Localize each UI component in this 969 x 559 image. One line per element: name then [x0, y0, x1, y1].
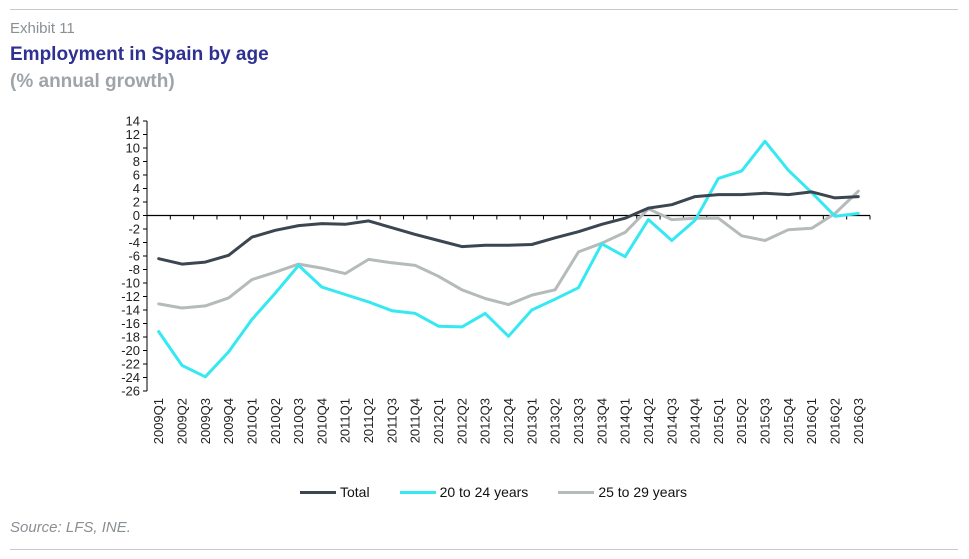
y-tick-label: -16	[121, 316, 140, 331]
legend-label-25-29: 25 to 29 years	[598, 484, 688, 500]
x-tick-label: 2011Q1	[338, 398, 353, 443]
y-tick-label: -14	[121, 303, 140, 318]
x-tick-label: 2012Q1	[431, 398, 446, 444]
x-tick-label: 2013Q1	[524, 398, 539, 444]
x-tick-label: 2010Q2	[268, 398, 283, 444]
x-tick-label: 2016Q2	[828, 398, 843, 444]
legend: Total 20 to 24 years 25 to 29 years	[300, 484, 717, 500]
x-tick-label: 2010Q1	[244, 398, 259, 444]
legend-item-total: Total	[300, 484, 370, 500]
x-tick-label: 2012Q4	[501, 398, 516, 444]
x-tick-label: 2011Q3	[384, 398, 399, 443]
y-tick-label: 6	[133, 168, 140, 183]
x-tick-label: 2013Q2	[548, 398, 563, 444]
y-tick-label: -2	[128, 222, 140, 237]
y-tick-label: 0	[133, 208, 140, 223]
source-note: Source: LFS, INE.	[10, 519, 131, 536]
legend-swatch-25-29	[558, 490, 595, 494]
x-tick-label: 2014Q2	[641, 398, 656, 444]
y-tick-label: -6	[128, 249, 140, 264]
x-tick-label: 2010Q4	[314, 398, 329, 444]
y-tick-label: 2	[133, 195, 140, 210]
x-tick-label: 2012Q2	[454, 398, 469, 444]
y-tick-label: -18	[121, 330, 140, 345]
y-tick-label: -22	[121, 357, 140, 372]
x-tick-label: 2016Q3	[851, 398, 866, 444]
x-tick-label: 2011Q4	[408, 398, 423, 443]
line-chart: 14121086420-2-4-6-8-10-12-14-16-18-20-22…	[121, 114, 871, 444]
x-tick-label: 2013Q3	[571, 398, 586, 444]
x-tick-label: 2016Q1	[804, 398, 819, 444]
x-tick-label: 2014Q4	[688, 398, 703, 444]
y-tick-label: 10	[126, 141, 140, 156]
x-tick-label: 2009Q1	[151, 398, 166, 444]
y-tick-label: 14	[126, 114, 140, 129]
x-tick-label: 2015Q1	[711, 398, 726, 444]
x-tick-label: 2014Q3	[664, 398, 679, 444]
legend-label-total: Total	[340, 484, 370, 500]
x-tick-label: 2015Q3	[758, 398, 773, 444]
chart-title: Employment in Spain by age	[10, 44, 269, 65]
legend-swatch-total	[300, 490, 336, 494]
x-tick-label: 2009Q4	[221, 398, 236, 444]
y-tick-label: -4	[128, 235, 140, 250]
y-tick-label: -26	[121, 384, 140, 399]
y-tick-label: -24	[121, 370, 140, 385]
y-tick-label: 12	[126, 127, 140, 142]
exhibit-label: Exhibit 11	[10, 20, 75, 37]
series-line-20-to-24-years	[157, 139, 860, 379]
legend-item-25-29: 25 to 29 years	[558, 484, 687, 500]
y-tick-label: -10	[121, 276, 140, 291]
legend-label-20-24: 20 to 24 years	[439, 484, 529, 500]
x-tick-label: 2009Q3	[198, 398, 213, 444]
x-tick-label: 2010Q3	[291, 398, 306, 444]
x-tick-label: 2015Q4	[781, 398, 796, 444]
y-tick-label: -20	[121, 343, 140, 358]
x-tick-label: 2012Q3	[478, 398, 493, 444]
series-line-total	[157, 190, 860, 266]
y-tick-label: 4	[133, 181, 140, 196]
x-tick-label: 2014Q1	[618, 398, 633, 444]
y-tick-label: -8	[128, 262, 140, 277]
chart-subtitle: (% annual growth)	[10, 71, 175, 92]
legend-item-20-24: 20 to 24 years	[399, 484, 529, 500]
y-tick-label: -12	[121, 289, 140, 304]
y-tick-label: 8	[133, 154, 140, 169]
bottom-rule	[10, 549, 958, 550]
series-line-25-to-29-years	[157, 189, 860, 310]
legend-swatch-20-24	[399, 490, 436, 494]
x-tick-label: 2013Q4	[594, 398, 609, 444]
x-tick-label: 2009Q2	[174, 398, 189, 444]
x-tick-label: 2011Q2	[361, 398, 376, 443]
top-rule	[10, 9, 958, 10]
x-tick-label: 2015Q2	[734, 398, 749, 444]
